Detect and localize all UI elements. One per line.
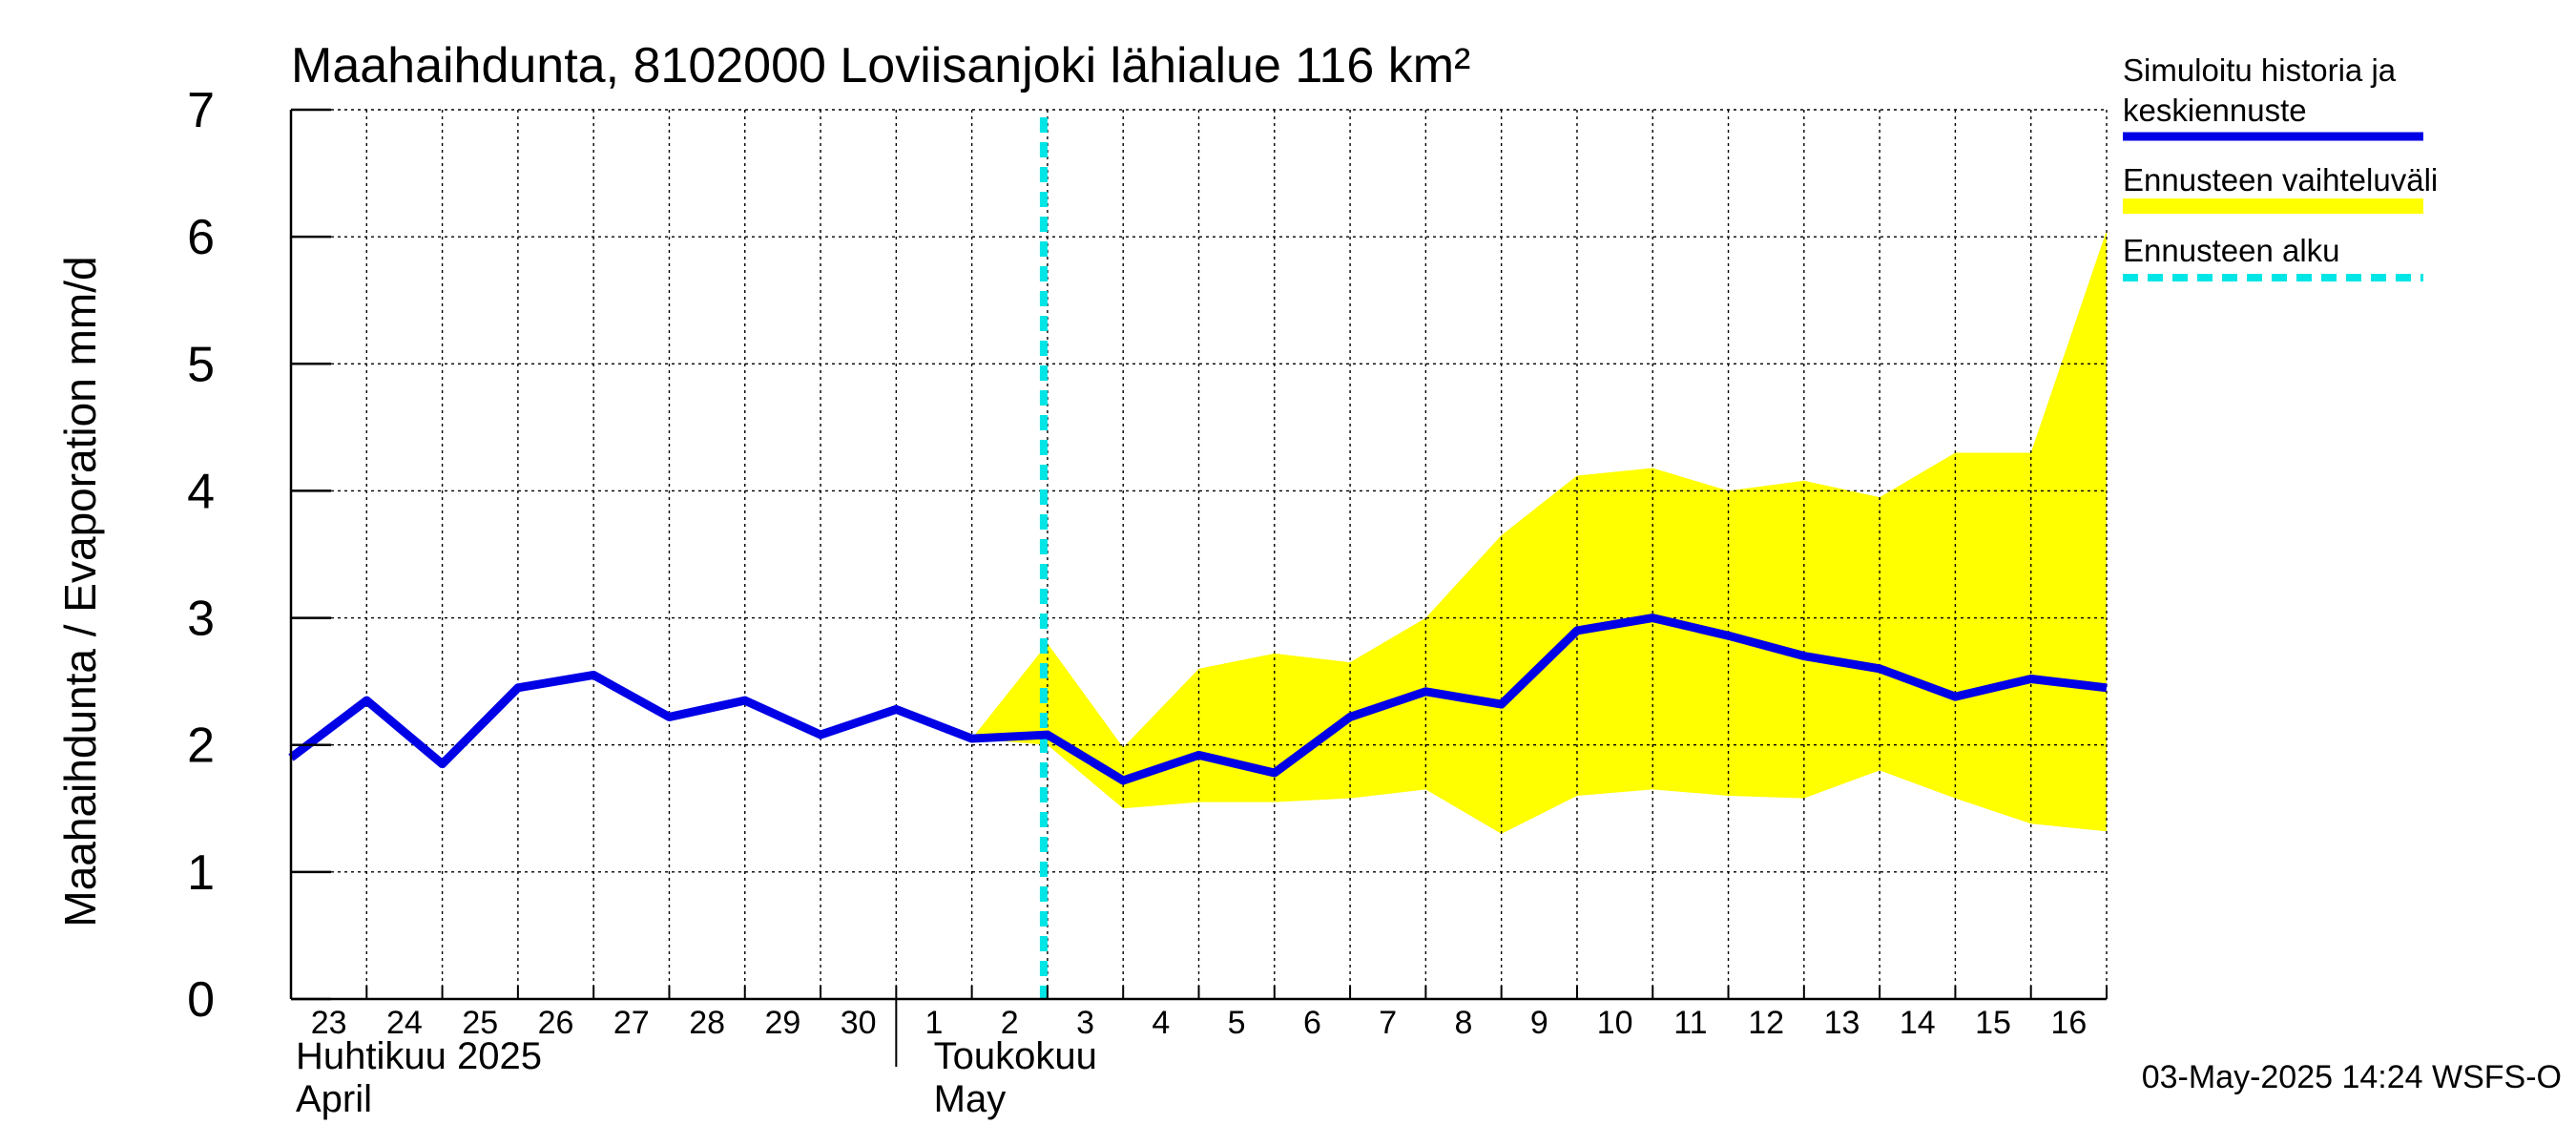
x-tick-label: 26 bbox=[538, 1005, 574, 1041]
x-tick-label: 27 bbox=[613, 1005, 650, 1041]
x-tick-label: 2 bbox=[1001, 1005, 1019, 1041]
chart-title: Maahaihdunta, 8102000 Loviisanjoki lähia… bbox=[291, 38, 1470, 94]
timestamp-footer: 03-May-2025 14:24 WSFS-O bbox=[2142, 1059, 2562, 1095]
x-tick-label: 7 bbox=[1379, 1005, 1397, 1041]
x-tick-label: 6 bbox=[1303, 1005, 1321, 1041]
x-tick-label: 15 bbox=[1975, 1005, 2011, 1041]
x-tick-label: 13 bbox=[1824, 1005, 1860, 1041]
y-axis-label: Maahaihdunta / Evaporation mm/d bbox=[55, 256, 105, 926]
legend: Simuloitu historia ja keskiennuste Ennuste… bbox=[2123, 52, 2438, 281]
y-tick-label: 5 bbox=[187, 337, 215, 392]
x-tick-label: 9 bbox=[1530, 1005, 1548, 1041]
forecast-range-layer bbox=[971, 230, 2107, 834]
x-tick-label: 14 bbox=[1900, 1005, 1936, 1041]
x-tick-label: 1 bbox=[925, 1005, 944, 1041]
x-tick-label: 8 bbox=[1455, 1005, 1473, 1041]
y-tick-label: 2 bbox=[187, 718, 215, 774]
y-tick-label: 3 bbox=[187, 592, 215, 647]
month-label-fi: Huhtikuu 2025 bbox=[296, 1035, 542, 1077]
y-tick-label: 0 bbox=[187, 972, 215, 1028]
legend-label-forecast-start: Ennusteen alku bbox=[2123, 233, 2340, 268]
y-tick-label: 1 bbox=[187, 845, 215, 901]
x-tick-label: 5 bbox=[1228, 1005, 1246, 1041]
x-tick-label: 12 bbox=[1748, 1005, 1784, 1041]
x-tick-label: 3 bbox=[1076, 1005, 1094, 1041]
y-tick-label: 7 bbox=[187, 83, 215, 138]
month-label-en: May bbox=[934, 1078, 1007, 1120]
x-tick-label: 10 bbox=[1597, 1005, 1633, 1041]
x-tick-label: 30 bbox=[841, 1005, 877, 1041]
x-tick-label: 4 bbox=[1152, 1005, 1170, 1041]
x-tick-label: 29 bbox=[764, 1005, 800, 1041]
month-label-fi: Toukokuu bbox=[934, 1035, 1097, 1077]
forecast-range-band bbox=[971, 230, 2107, 834]
x-tick-label: 16 bbox=[2050, 1005, 2087, 1041]
y-tick-label: 6 bbox=[187, 210, 215, 265]
x-tick-label: 25 bbox=[462, 1005, 498, 1041]
x-tick-label: 23 bbox=[311, 1005, 347, 1041]
x-tick-label: 11 bbox=[1673, 1005, 1707, 1041]
x-tick-label: 28 bbox=[689, 1005, 725, 1041]
grid-layer bbox=[291, 109, 2108, 999]
y-tick-label: 4 bbox=[187, 464, 215, 519]
month-label-en: April bbox=[296, 1078, 372, 1120]
legend-label-simulated: keskiennuste bbox=[2123, 93, 2307, 128]
simulated-series-line bbox=[288, 614, 2108, 785]
legend-label-simulated: Simuloitu historia ja bbox=[2123, 52, 2397, 88]
x-tick-label: 24 bbox=[386, 1005, 423, 1041]
series-layer bbox=[288, 117, 2108, 999]
legend-label-range: Ennusteen vaihteluväli bbox=[2123, 162, 2438, 198]
